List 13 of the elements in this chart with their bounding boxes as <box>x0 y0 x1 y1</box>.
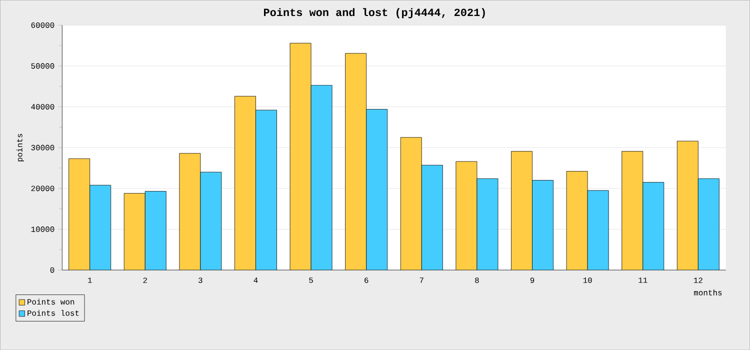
bar <box>124 193 146 270</box>
bar <box>400 137 422 270</box>
bar <box>456 161 477 270</box>
bar <box>676 140 698 270</box>
chart-title: Points won and lost (pj4444, 2021) <box>264 8 485 18</box>
bar <box>234 96 256 270</box>
bar <box>622 151 643 270</box>
bar <box>179 153 200 270</box>
bar <box>511 151 532 270</box>
bar <box>566 171 588 270</box>
bar <box>68 158 90 270</box>
bar <box>345 53 366 270</box>
bar <box>290 43 312 270</box>
